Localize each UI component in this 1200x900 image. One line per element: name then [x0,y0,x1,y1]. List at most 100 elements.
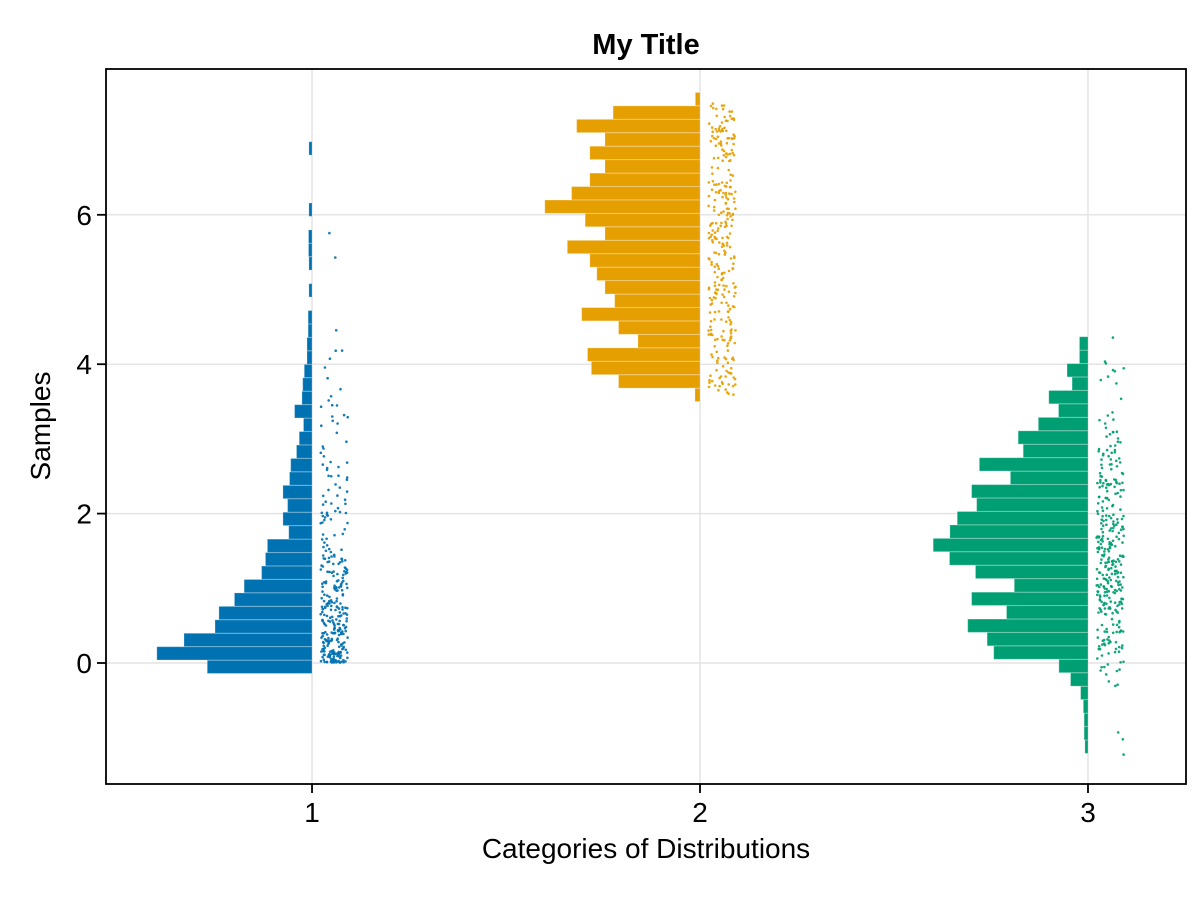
scatter-point [1097,495,1101,499]
histogram-bar [637,333,701,349]
scatter-point [341,606,344,609]
scatter-point [717,388,720,392]
scatter-point [1104,514,1108,517]
scatter-point [1103,630,1106,633]
scatter-point [710,188,714,191]
scatter-point [326,644,329,647]
histogram-bar [266,538,313,553]
scatter-point [323,541,326,544]
x-axis-label: Categories of Distributions [482,833,810,864]
scatter-point [730,110,734,113]
scatter-point [1117,583,1120,587]
scatter-point [713,345,716,348]
scatter-point [1116,437,1120,440]
scatter-point [730,192,733,196]
scatter-point [329,599,333,602]
scatter-point [1102,554,1105,558]
scatter-point [1119,488,1123,492]
scatter-point [709,104,713,108]
scatter-point [728,110,731,113]
scatter-point [334,608,337,612]
scatter-point [726,310,730,313]
scatter-point [1122,753,1125,756]
scatter-point [322,658,326,661]
scatter-point [337,633,341,637]
histogram-bar [1078,336,1089,351]
scatter-point [344,629,348,633]
scatter-point [1108,576,1111,579]
scatter-point [1102,577,1106,580]
scatter-point [1118,461,1122,464]
scatter-point [332,553,336,557]
scatter-point [730,117,733,120]
scatter-point [724,222,728,225]
scatter-point [1095,584,1098,587]
scatter-point [1107,568,1110,571]
scatter-point [727,269,731,273]
scatter-point [1105,630,1109,634]
scatter-point [1106,663,1110,666]
histogram-bar [296,444,313,459]
scatter-point [732,197,736,200]
scatter-point [321,655,324,659]
scatter-point [1116,440,1120,444]
scatter-point [1116,683,1119,686]
scatter-point [710,166,714,169]
histogram-bar [308,229,313,244]
scatter-point [712,156,716,160]
histogram-bar [261,565,313,580]
scatter-point [328,654,332,658]
scatter-point [332,652,336,656]
scatter-point [1096,502,1100,505]
scatter-point [726,349,730,352]
scatter-point [722,149,726,153]
scatter-point [721,127,724,131]
scatter-point [707,231,711,235]
scatter-point [343,570,346,573]
scatter-point [340,548,343,551]
histogram-bar [584,212,701,228]
scatter-point [345,582,348,586]
scatter-point [710,260,713,264]
scatter-point [727,316,730,319]
histogram-bar [971,484,1089,499]
scatter-point [1098,595,1102,599]
scatter-point [1099,669,1102,672]
plot-border [105,68,1187,785]
scatter-point [1105,573,1109,577]
scatter-point [332,628,336,631]
scatter-point [319,612,323,616]
scatter-point [338,619,342,623]
scatter-point [327,399,331,402]
scatter-point [341,594,345,597]
scatter-point [714,127,717,131]
histogram-bar [993,645,1089,660]
scatter-point [327,474,330,478]
scatter-point [1095,567,1099,571]
scatter-point [1119,571,1123,575]
scatter-point [1106,581,1110,585]
scatter-point [344,502,347,506]
scatter-point [722,104,726,107]
scatter-point [337,645,341,649]
scatter-point [1103,360,1107,363]
scatter-point [732,118,736,122]
scatter-point [340,588,344,592]
scatter-point [328,616,332,619]
scatter-point [338,486,342,489]
scatter-point [343,559,347,562]
scatter-point [324,549,328,553]
scatter-point [1107,635,1110,639]
scatter-point [1103,547,1107,551]
scatter-point [1116,731,1120,734]
scatter-point [711,355,714,359]
scatter-point [709,328,713,332]
scatter-point [1105,578,1108,581]
scatter-point [1113,569,1117,573]
scatter-point [1107,642,1110,645]
scatter-point [336,506,340,510]
scatter-point [328,570,331,574]
scatter-point [1101,530,1105,534]
scatter-point [1115,535,1118,538]
histogram-bar [218,605,313,621]
